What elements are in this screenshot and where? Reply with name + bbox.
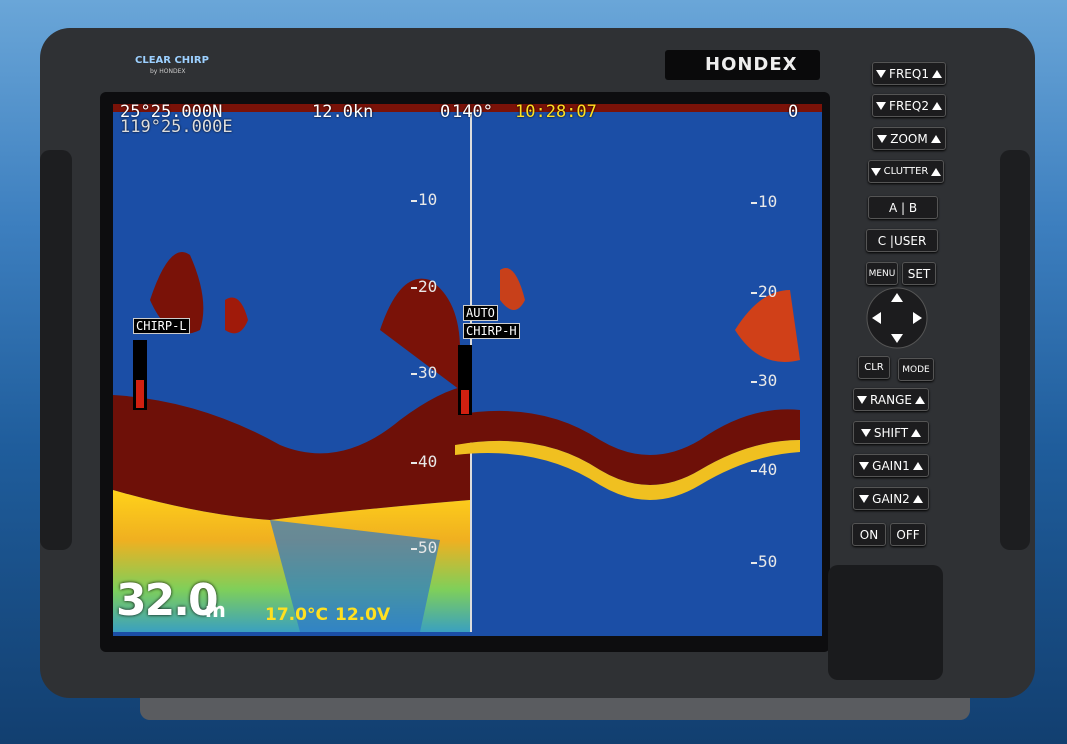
label: FREQ1 (889, 66, 929, 81)
brand: HONDEX (705, 54, 798, 75)
water-temp: 17.0°C (265, 605, 328, 625)
label: C |USER (877, 233, 927, 248)
grip-right (1000, 150, 1030, 550)
depth-mark: 50 (418, 538, 438, 557)
latitude: 25°25.000N (120, 102, 223, 122)
label: SET (907, 266, 931, 281)
depth-mark: 10 (758, 192, 778, 211)
gain-mode: AUTO (463, 305, 498, 321)
grip-left (40, 150, 72, 550)
depth-tick (411, 287, 417, 289)
label: FREQ2 (889, 98, 929, 113)
depth-unit: m (205, 598, 226, 622)
school (380, 278, 460, 390)
depth-mark: 30 (758, 371, 778, 390)
depth-mark: 40 (758, 460, 778, 479)
label: A | B (888, 200, 918, 215)
clr-button[interactable]: CLR (858, 356, 890, 379)
speed: 12.0kn (312, 102, 374, 122)
depth-mark: 40 (418, 452, 438, 471)
label: MENU (868, 268, 896, 279)
depth-tick (411, 548, 417, 550)
top-depth: 0 (788, 102, 799, 122)
ab-button[interactable]: A | B (868, 196, 938, 219)
label: ZOOM (890, 131, 928, 146)
menu-button[interactable]: MENU (866, 262, 898, 285)
depth-tick (411, 200, 417, 202)
freq1-button[interactable]: FREQ1 (872, 62, 946, 85)
label: CLUTTER (883, 166, 929, 177)
bottom-return (455, 440, 800, 500)
color-bar-level (136, 380, 144, 408)
logo-sub: by HONDEX (150, 68, 186, 75)
school (150, 252, 204, 334)
depth-mark: 50 (758, 552, 778, 571)
depth-tick (751, 292, 757, 294)
depth-mark: 20 (418, 277, 438, 296)
label: SHIFT (873, 425, 909, 440)
depth-tick (751, 202, 757, 204)
shadow (270, 520, 440, 632)
label: ON (859, 527, 879, 542)
school (500, 268, 525, 310)
off-button[interactable]: OFF (890, 523, 926, 546)
on-button[interactable]: ON (852, 523, 886, 546)
gain2-button[interactable]: GAIN2 (853, 487, 929, 510)
voltage: 12.0V (335, 605, 391, 625)
depth-tick (751, 381, 757, 383)
depth-mark: 20 (758, 282, 778, 301)
depth: 32.0 (116, 575, 219, 626)
bottom-echo (455, 409, 800, 485)
card-cover (828, 565, 943, 680)
heading: 140° (452, 102, 493, 122)
longitude: 119°25.000E (120, 117, 233, 137)
color-bar-level (461, 390, 469, 414)
mode-button[interactable]: MODE (898, 358, 934, 381)
zoom-button[interactable]: ZOOM (872, 127, 946, 150)
school (735, 290, 800, 362)
label: GAIN2 (872, 491, 910, 506)
label: CLR (864, 362, 884, 373)
school (225, 297, 248, 334)
logo: CLEAR CHIRP (135, 55, 209, 66)
bottom-echo (113, 385, 470, 520)
time: 10:28:07 (515, 102, 597, 122)
depth-tick (751, 470, 757, 472)
clutter-button[interactable]: CLUTTER (868, 160, 944, 183)
freq2-button[interactable]: FREQ2 (872, 94, 946, 117)
frequency-label: CHIRP-L (133, 318, 190, 334)
frequency-label: CHIRP-H (463, 323, 520, 339)
brand-plate (665, 50, 820, 80)
top-depth: 0 (440, 102, 451, 122)
label: MODE (902, 364, 930, 375)
depth-mark: 30 (418, 363, 438, 382)
label: GAIN1 (872, 458, 910, 473)
shift-button[interactable]: SHIFT (853, 421, 929, 444)
gain1-button[interactable]: GAIN1 (853, 454, 929, 477)
cursor-pad[interactable] (866, 287, 928, 349)
cuser-button[interactable]: C |USER (866, 229, 938, 252)
depth-tick (411, 462, 417, 464)
depth-tick (751, 562, 757, 564)
depth-tick (411, 373, 417, 375)
depth-mark: 10 (418, 190, 438, 209)
surface-line (113, 104, 822, 112)
label: OFF (896, 527, 920, 542)
set-button[interactable]: SET (902, 262, 936, 285)
label: RANGE (870, 392, 912, 407)
range-button[interactable]: RANGE (853, 388, 929, 411)
